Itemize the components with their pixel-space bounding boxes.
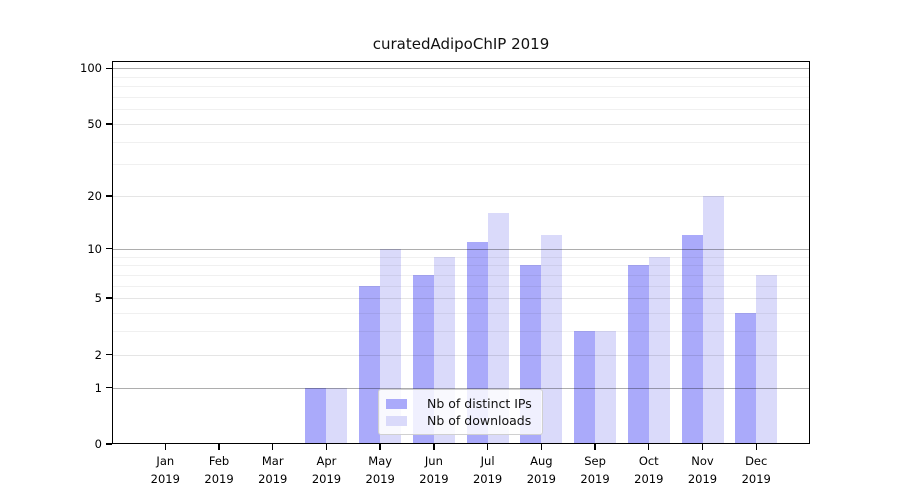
legend-item-distinct-ips: Nb of distinct IPs xyxy=(386,395,532,412)
bar-distinct-ips-may xyxy=(359,285,381,444)
y-tick-label-5: 5 xyxy=(94,291,102,306)
x-tick-label-oct: Oct 2019 xyxy=(634,454,664,486)
gridline-5 xyxy=(112,298,810,300)
gridline-90 xyxy=(112,76,810,78)
gridline-1 xyxy=(112,387,810,389)
x-tick-mark-oct xyxy=(648,444,650,450)
bar-downloads-aug xyxy=(541,235,563,444)
y-tick-mark-20 xyxy=(106,195,112,197)
y-tick-label-20: 20 xyxy=(87,189,102,204)
gridline-70 xyxy=(112,96,810,98)
plot-area: Nb of distinct IPs Nb of downloads xyxy=(112,61,810,444)
legend-label-distinct-ips: Nb of distinct IPs xyxy=(427,396,532,411)
legend-swatch-distinct-ips xyxy=(386,398,407,409)
x-tick-mark-sep xyxy=(594,444,596,450)
x-tick-label-mar: Mar 2019 xyxy=(258,454,288,486)
gridline-80 xyxy=(112,86,810,88)
gridline-2 xyxy=(112,354,810,356)
x-tick-label-jul: Jul 2019 xyxy=(472,454,503,486)
y-tick-label-100: 100 xyxy=(80,61,102,76)
gridline-50 xyxy=(112,123,810,125)
x-tick-label-jun: Jun 2019 xyxy=(419,454,449,486)
bar-downloads-jul xyxy=(487,213,509,444)
x-tick-label-sep: Sep 2019 xyxy=(580,454,610,486)
gridline-40 xyxy=(112,141,810,143)
y-tick-mark-2 xyxy=(106,353,112,356)
gridline-100 xyxy=(112,68,810,70)
x-tick-label-apr: Apr 2019 xyxy=(311,454,342,486)
x-tick-mark-mar xyxy=(272,444,274,450)
x-tick-label-feb: Feb 2019 xyxy=(204,454,234,486)
y-tick-mark-50 xyxy=(106,123,112,125)
y-tick-label-0: 0 xyxy=(94,437,102,451)
x-tick-label-may: May 2019 xyxy=(365,454,395,486)
gridline-9 xyxy=(112,256,810,258)
x-tick-mark-may xyxy=(379,444,381,450)
y-tick-mark-0 xyxy=(106,443,112,445)
x-tick-mark-apr xyxy=(325,444,328,450)
y-tick-mark-5 xyxy=(106,297,112,299)
gridline-6 xyxy=(112,285,810,287)
bar-downloads-dec xyxy=(756,274,778,444)
gridline-7 xyxy=(112,274,810,276)
bar-downloads-sep xyxy=(595,331,617,444)
bar-downloads-apr xyxy=(326,387,348,444)
y-tick-mark-100 xyxy=(106,67,112,69)
y-tick-label-10: 10 xyxy=(87,241,102,256)
bar-downloads-nov xyxy=(702,196,724,444)
bar-distinct-ips-apr xyxy=(305,387,327,444)
gridline-60 xyxy=(112,109,810,111)
legend-label-downloads: Nb of downloads xyxy=(427,413,532,428)
gridline-8 xyxy=(112,265,810,267)
y-tick-label-50: 50 xyxy=(87,116,102,131)
x-tick-label-aug: Aug 2019 xyxy=(526,454,556,486)
x-tick-mark-dec xyxy=(755,444,757,450)
x-tick-label-dec: Dec 2019 xyxy=(741,454,771,486)
bar-distinct-ips-oct xyxy=(627,265,649,444)
x-tick-label-jan: Jan 2019 xyxy=(150,454,180,486)
y-tick-label-1: 1 xyxy=(94,380,102,395)
gridline-20 xyxy=(112,196,810,198)
y-tick-mark-1 xyxy=(106,386,112,389)
x-tick-mark-jan xyxy=(164,444,166,450)
gridline-10 xyxy=(112,248,810,250)
chart-title: curatedAdipoChIP 2019 xyxy=(372,35,550,53)
y-tick-mark-10 xyxy=(106,248,112,250)
bar-distinct-ips-nov xyxy=(681,235,703,444)
x-tick-mark-jul xyxy=(486,444,489,450)
legend-item-downloads: Nb of downloads xyxy=(386,412,532,429)
gridline-30 xyxy=(112,164,810,166)
x-tick-mark-jun xyxy=(433,444,435,450)
x-tick-mark-feb xyxy=(218,444,220,450)
gridline-4 xyxy=(112,312,810,314)
x-tick-mark-nov xyxy=(701,444,704,450)
legend-swatch-downloads xyxy=(386,415,407,426)
x-tick-label-nov: Nov 2019 xyxy=(687,454,718,486)
legend: Nb of distinct IPs Nb of downloads xyxy=(378,389,543,435)
bar-downloads-oct xyxy=(648,256,670,444)
bar-distinct-ips-sep xyxy=(574,331,596,444)
gridline-3 xyxy=(112,331,810,333)
x-tick-mark-aug xyxy=(540,444,543,450)
bar-distinct-ips-dec xyxy=(735,312,757,444)
y-tick-label-2: 2 xyxy=(94,347,102,362)
